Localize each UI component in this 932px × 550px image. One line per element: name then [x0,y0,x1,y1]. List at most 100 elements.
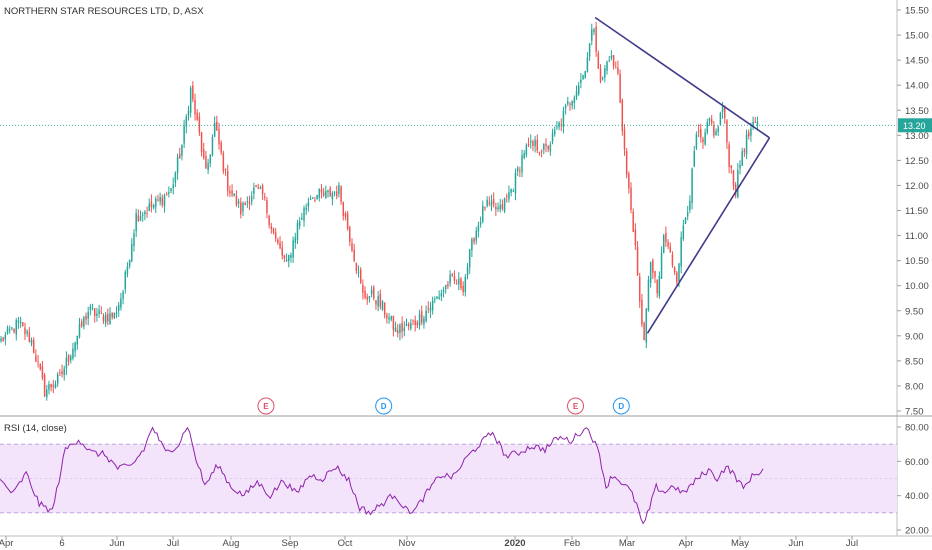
candle-body [726,120,728,143]
candle-body [673,267,676,273]
candle-body [534,139,536,147]
candle-body [381,300,384,310]
candle-body [327,190,329,193]
candle-body [418,313,421,326]
candle-body [700,129,702,138]
candle-body [510,188,512,193]
candle-body [619,73,621,103]
candle-body [320,189,323,193]
candle-body [24,327,26,335]
candle-body [414,320,416,325]
candle-body [708,118,711,121]
candle-body [264,196,266,198]
candle-body [333,192,336,194]
time-tick-label: Jul [167,538,179,549]
candle-body [163,195,166,207]
candle-body [706,121,709,133]
price-tick-label: 15.00 [905,31,929,42]
candle-body [405,324,408,326]
candle-body [268,216,270,225]
event-marker [375,397,393,415]
candle-body [379,293,382,307]
candle-body [170,188,172,191]
candle-body [46,389,48,398]
candle-body [702,138,704,143]
candle-body [248,201,251,205]
candle-body [628,173,630,189]
candle-body [410,323,412,329]
candle-body [54,383,57,388]
candle-body [584,71,586,78]
candle-body [290,254,292,258]
candle-body [643,322,645,341]
rsi-title: RSI (14, close) [4,423,67,434]
candle-body [246,201,249,203]
candle-body [460,278,462,289]
candle-body [741,151,743,166]
candle-body [37,361,39,363]
candle-body [242,202,244,212]
candle-body [444,285,447,290]
candle-body [440,293,443,297]
candle-body [532,141,534,146]
candle-body [390,316,392,320]
candle-body [442,290,445,293]
candle-body [689,201,691,211]
candle-body [473,238,475,243]
candle-body [455,283,458,285]
candle-body [139,216,142,221]
candle-body [294,237,297,243]
candle-body [750,128,752,136]
price-tick-label: 8.50 [905,356,924,367]
candle-body [676,272,678,282]
rsi-tick-label: 60.00 [905,457,929,468]
candle-body [638,276,641,302]
candle-body [274,232,277,239]
candle-body [74,342,76,352]
candle-body [560,124,563,126]
candle-body [431,300,434,311]
candle-body [752,121,754,128]
candle-body [719,112,722,125]
candle-body [721,105,724,112]
candle-body [41,366,44,378]
candle-body [377,296,379,307]
candle-body [508,192,510,200]
candle-body [17,320,20,323]
candle-body [257,187,259,189]
candle-body [216,121,218,131]
candle-body [464,277,467,292]
candle-body [359,269,362,283]
candle-body [586,57,589,72]
candle-body [636,246,639,275]
candle-body [30,339,33,344]
candle-body [503,198,506,212]
chart-title: NORTHERN STAR RESOURCES LTD, D, ASX [4,6,204,17]
candle-body [715,131,717,135]
candle-body [113,312,116,319]
candle-body [623,129,626,150]
overlay-layer: 13.20 E D E D [0,16,932,415]
candle-body [148,203,150,212]
candle-body [756,121,759,126]
candle-body [684,217,687,224]
candle-body [2,337,4,342]
candle-body [222,153,225,172]
price-tick-label: 14.50 [905,56,929,67]
candle-body [458,278,460,285]
candle-body [43,374,46,397]
candle-body [109,313,111,325]
candle-body [22,322,24,326]
candle-body [196,112,198,120]
candle-body [63,368,65,375]
candle-body [529,141,532,143]
time-tick-label: 2020 [504,538,525,549]
time-tick-label: 6 [59,538,64,549]
candle-body [717,127,719,132]
candle-body [107,314,109,322]
price-tick-label: 13.50 [905,106,929,117]
candle-body [220,142,222,153]
candle-body [573,97,576,104]
